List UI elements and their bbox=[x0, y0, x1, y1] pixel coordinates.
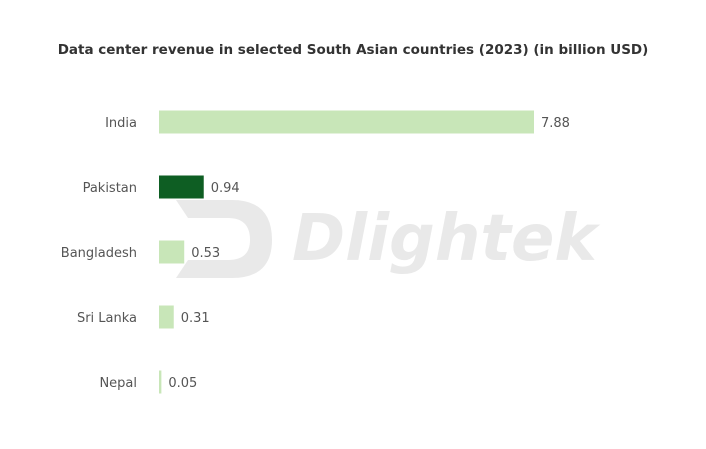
bar-sri-lanka bbox=[159, 305, 174, 329]
value-label-nepal: 0.05 bbox=[168, 376, 197, 391]
watermark: Dlightek bbox=[176, 200, 600, 278]
watermark-text: Dlightek bbox=[292, 202, 600, 276]
value-label-sri-lanka: 0.31 bbox=[181, 311, 210, 326]
category-label-india: India bbox=[105, 116, 137, 131]
value-label-india: 7.88 bbox=[541, 116, 570, 131]
dlightek-logo-icon bbox=[176, 200, 272, 278]
category-label-nepal: Nepal bbox=[99, 376, 137, 391]
value-label-pakistan: 0.94 bbox=[211, 181, 240, 196]
bar-nepal bbox=[159, 370, 162, 394]
category-label-bangladesh: Bangladesh bbox=[61, 246, 137, 261]
bar-india bbox=[159, 110, 534, 134]
category-label-sri-lanka: Sri Lanka bbox=[77, 311, 137, 326]
bar-bangladesh bbox=[159, 240, 185, 264]
bar-pakistan bbox=[159, 175, 204, 199]
value-label-bangladesh: 0.53 bbox=[191, 246, 220, 261]
chart-title: Data center revenue in selected South As… bbox=[57, 42, 649, 58]
bars-layer: India 7.88 Pakistan 0.94 Bangladesh 0.53 Sri L… bbox=[61, 110, 570, 394]
category-label-pakistan: Pakistan bbox=[83, 181, 137, 196]
